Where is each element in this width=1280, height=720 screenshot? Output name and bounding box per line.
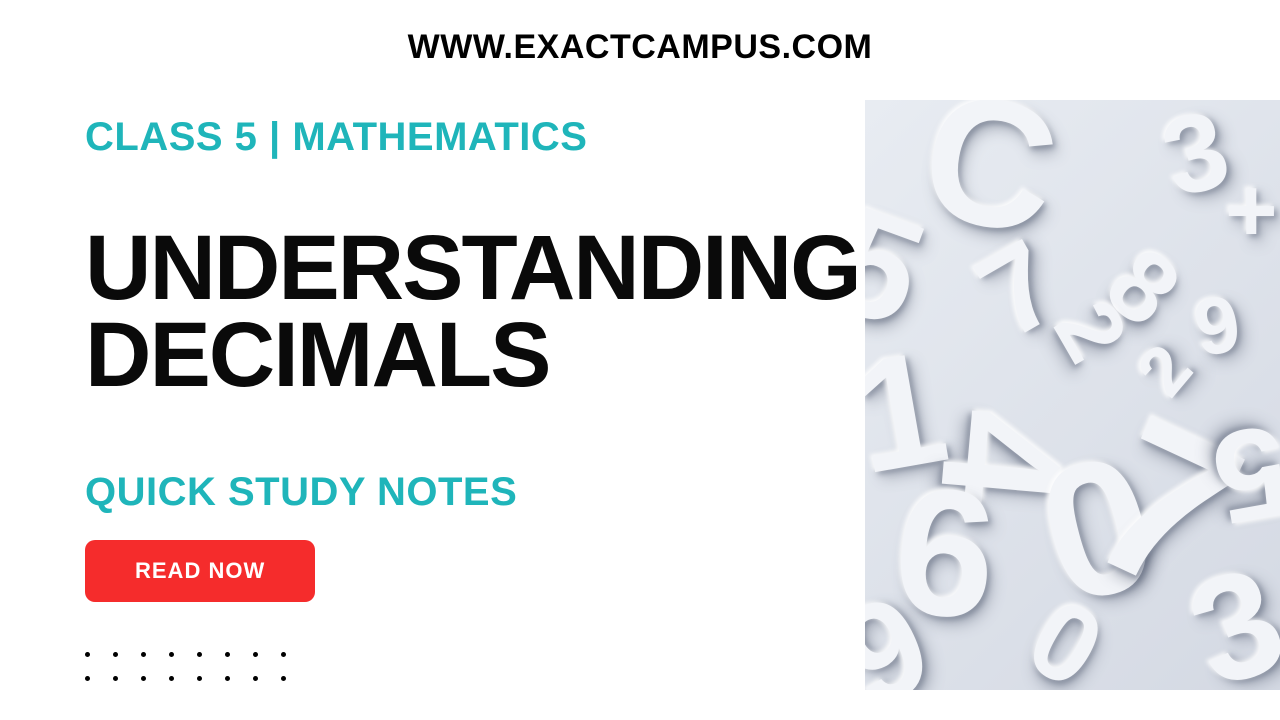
site-url: WWW.EXACTCAMPUS.COM	[0, 0, 1280, 67]
title-line-2: DECIMALS	[85, 312, 845, 399]
content-block: CLASS 5 | MATHEMATICS UNDERSTANDING DECI…	[85, 115, 845, 602]
numbers-collage-image: C3+578921460753092	[865, 100, 1280, 690]
read-now-button[interactable]: READ NOW	[85, 540, 315, 602]
class-subject-subtitle: CLASS 5 | MATHEMATICS	[85, 115, 845, 160]
decorative-dot-grid	[85, 652, 309, 700]
main-title: UNDERSTANDING DECIMALS	[85, 225, 845, 400]
notes-label: QUICK STUDY NOTES	[85, 470, 845, 515]
title-line-1: UNDERSTANDING	[85, 225, 845, 312]
